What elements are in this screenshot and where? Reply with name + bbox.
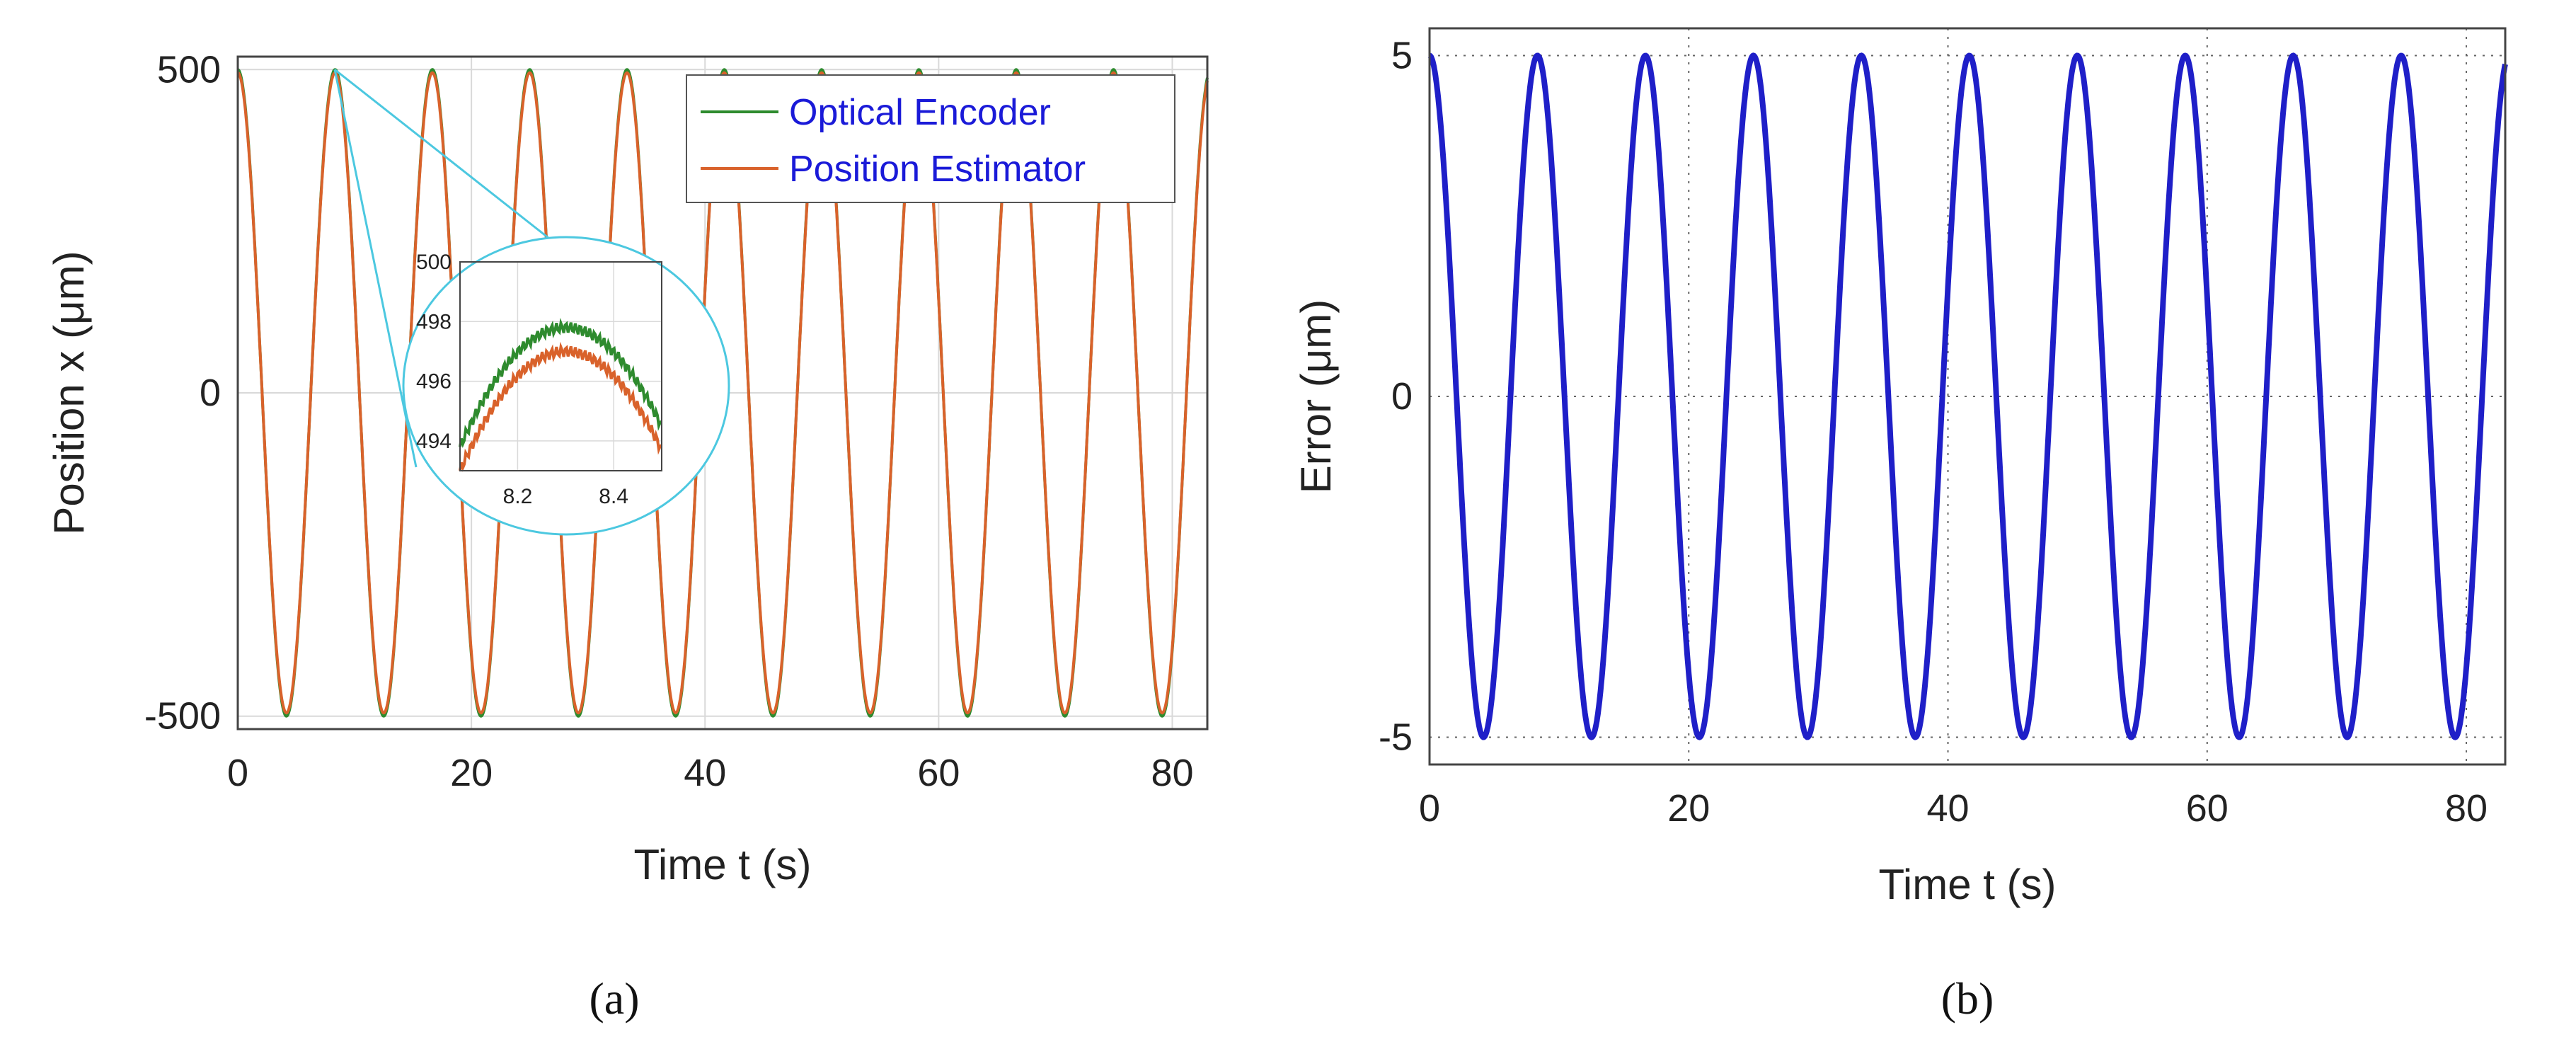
panel-a-zoom-connector bbox=[333, 69, 730, 536]
panel-a-inset: 8.2 8.4 494 496 498 500 bbox=[416, 251, 662, 508]
inset-x-tick-label: 8.4 bbox=[599, 485, 628, 508]
x-tick-label: 20 bbox=[1667, 787, 1710, 830]
y-tick-label: 5 bbox=[1391, 35, 1413, 77]
inset-y-tick-label: 494 bbox=[416, 430, 452, 453]
inset-y-tick-label: 496 bbox=[416, 370, 452, 394]
x-tick-label: 0 bbox=[227, 752, 248, 794]
legend-label-estimator: Position Estimator bbox=[789, 149, 1086, 190]
x-tick-label: 80 bbox=[2445, 787, 2488, 830]
panel-a-legend: Optical Encoder Position Estimator bbox=[686, 74, 1175, 203]
series-line-error bbox=[1427, 52, 2508, 740]
panel-b-grid bbox=[1430, 28, 2505, 764]
panel-b-x-axis-title: Time t (s) bbox=[1878, 861, 2056, 908]
x-tick-label: 20 bbox=[450, 752, 493, 794]
panel-b: 0 20 40 60 80-505 Time t (s) Error (μm) (b) bbox=[1292, 27, 2508, 1024]
x-tick-label: 60 bbox=[917, 752, 960, 794]
y-tick-label: 500 bbox=[157, 48, 221, 91]
x-tick-label: 0 bbox=[1419, 787, 1440, 830]
inset-y-tick-label: 498 bbox=[416, 310, 452, 333]
inset-frame bbox=[459, 261, 662, 471]
panel-b-y-axis-title: Error (μm) bbox=[1292, 299, 1340, 494]
zoom-line-lower bbox=[333, 69, 418, 468]
y-tick-label: 0 bbox=[1391, 375, 1413, 418]
x-tick-label: 60 bbox=[2186, 787, 2229, 830]
x-tick-label: 40 bbox=[684, 752, 726, 794]
x-tick-label: 40 bbox=[1926, 787, 1969, 830]
zoom-circle bbox=[402, 236, 730, 536]
legend-box bbox=[686, 74, 1175, 203]
panel-b-tick-labels: 0 20 40 60 80-505 bbox=[1379, 35, 2488, 830]
x-tick-label: 80 bbox=[1151, 752, 1193, 794]
panel-b-label: (b) bbox=[1941, 973, 1994, 1024]
inset-x-tick-label: 8.2 bbox=[503, 485, 533, 508]
panel-a-y-axis-title: Position x (μm) bbox=[45, 251, 93, 534]
panel-b-series bbox=[1427, 52, 2508, 740]
inset-series-line-position-estimator bbox=[459, 341, 662, 472]
panel-a-x-axis-title: Time t (s) bbox=[633, 841, 811, 888]
legend-label-encoder: Optical Encoder bbox=[789, 92, 1051, 133]
panel-a-label: (a) bbox=[589, 973, 639, 1024]
zoom-line-upper bbox=[334, 69, 553, 242]
y-tick-label: -500 bbox=[144, 695, 221, 738]
inset-series bbox=[459, 318, 662, 472]
panel-a-plot-frame bbox=[236, 55, 1209, 731]
inset-series-line-optical-encoder bbox=[459, 318, 662, 449]
y-tick-label: -5 bbox=[1379, 716, 1413, 758]
y-tick-label: 0 bbox=[200, 372, 221, 414]
inset-tick-labels: 8.2 8.4 494 496 498 500 bbox=[416, 251, 628, 508]
panel-b-plot-frame bbox=[1428, 27, 2507, 766]
inset-y-tick-label: 500 bbox=[416, 251, 452, 274]
